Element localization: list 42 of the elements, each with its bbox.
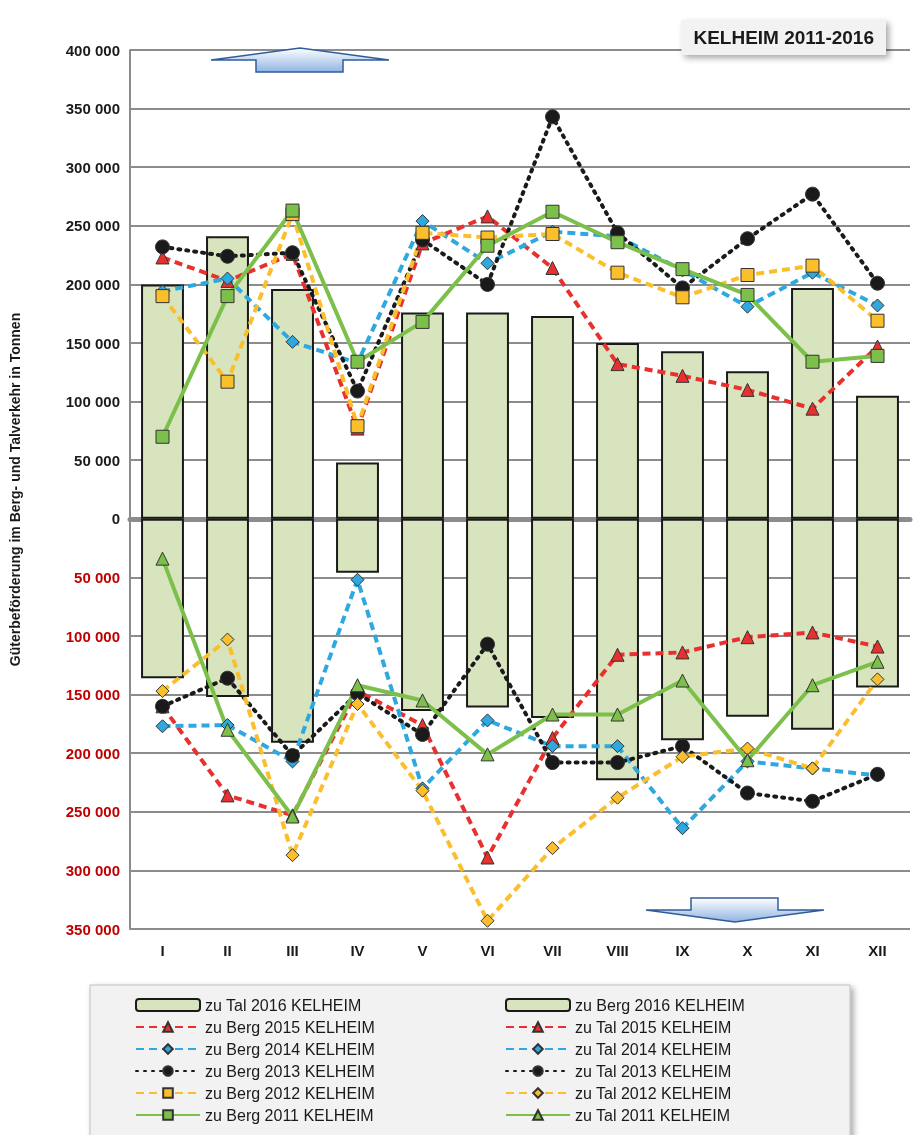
chart-title: KELHEIM 2011-2016 (693, 27, 874, 48)
x-tick-label: II (223, 942, 232, 959)
x-tick-label: XI (805, 942, 820, 959)
x-tick-label: I (160, 942, 165, 959)
legend-label: zu Berg 2014 KELHEIM (205, 1040, 375, 1058)
legend-label: zu Berg 2011 KELHEIM (205, 1106, 374, 1124)
y-tick-label: 100 000 (65, 627, 120, 645)
y-tick-label: 100 000 (65, 393, 120, 411)
legend-label: zu Tal 2011 KELHEIM (575, 1106, 731, 1124)
y-tick-label: 400 000 (65, 41, 120, 59)
y-tick-label: 350 000 (65, 920, 120, 938)
y-tick-label: 250 000 (65, 217, 120, 235)
y-tick-label: 50 000 (74, 451, 120, 469)
x-tick-label: V (417, 942, 428, 959)
y-tick-label: 150 000 (65, 334, 120, 352)
y-tick-label: 200 000 (65, 744, 120, 762)
y-tick-label: 250 000 (65, 803, 120, 821)
x-tick-label: IX (675, 942, 690, 959)
y-axis-title: Güterbeförderung im Berg- und Talverkehr in Tonnen (7, 312, 23, 667)
legend-label: zu Tal 2014 KELHEIM (575, 1040, 732, 1058)
legend-label: zu Tal 2012 KELHEIM (575, 1084, 732, 1102)
x-tick-label: III (286, 942, 299, 959)
legend-label: zu Tal 2013 KELHEIM (575, 1062, 732, 1080)
y-tick-label: 0 (111, 510, 120, 528)
x-tick-label: XII (868, 942, 887, 959)
y-tick-label: 300 000 (65, 158, 120, 176)
x-tick-label: VIII (606, 942, 629, 959)
legend-label: zu Tal 2015 KELHEIM (575, 1018, 732, 1036)
legend-label: zu Berg 2013 KELHEIM (205, 1062, 375, 1080)
x-tick-label: IV (350, 942, 365, 959)
legend-label: zu Berg 2016 KELHEIM (575, 996, 745, 1014)
x-tick-label: VII (543, 942, 562, 959)
y-tick-label: 300 000 (65, 861, 120, 879)
y-tick-label: 200 000 (65, 275, 120, 293)
y-tick-label: 350 000 (65, 100, 120, 118)
x-tick-label: X (742, 942, 753, 959)
x-tick-label: VI (480, 942, 495, 959)
y-tick-label: 50 000 (74, 568, 120, 586)
legend-label: zu Tal 2016 KELHEIM (205, 996, 362, 1014)
legend-label: zu Berg 2015 KELHEIM (205, 1018, 375, 1036)
y-tick-label: 150 000 (65, 686, 120, 704)
legend-label: zu Berg 2012 KELHEIM (205, 1084, 375, 1102)
